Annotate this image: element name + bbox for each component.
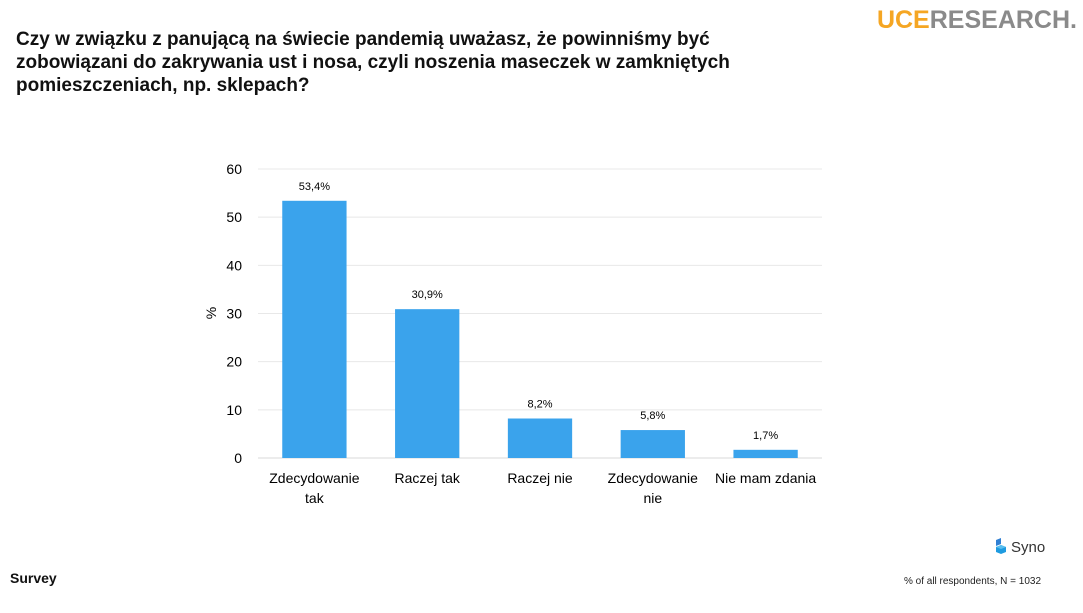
grid-lines [258,168,822,459]
y-tick-label: 10 [226,402,242,418]
bar [620,430,685,458]
footer-note: % of all respondents, N = 1032 [903,576,1041,587]
y-axis-label: % [203,307,219,319]
x-tick-label: Nie mam zdania [715,470,816,486]
logo-research: RESEARCH. [929,6,1077,34]
y-axis-ticks: 0 10 20 30 40 50 60 [226,161,242,466]
bar [395,309,460,458]
data-label: 30,9% [412,289,443,301]
uce-research-logo: UCERESEARCH. [877,6,1077,35]
bar [507,418,573,458]
data-label: 8,2% [527,399,552,411]
footer-survey-label: Survey [10,570,57,586]
y-tick-label: 20 [226,354,242,370]
logo-uce: UCE [876,6,930,34]
y-tick-label: 50 [226,209,242,225]
syno-mark-icon [996,538,1006,554]
bar [282,200,347,459]
page-title: Czy w związku z panującą na świecie pand… [16,29,730,96]
y-tick-label: 40 [226,257,242,273]
bar [733,449,798,458]
x-tick-label: Zdecydowanie nie [608,470,698,506]
x-axis-categories: Zdecydowanie tak Raczej tak Raczej nie Zdecy… [269,470,816,506]
x-tick-label: Raczej tak [395,470,461,486]
y-tick-label: 30 [226,306,242,322]
data-labels: 53,4% 30,9% 8,2% 5,8% 1,7% [299,181,779,442]
data-label: 1,7% [753,430,778,442]
x-tick-label: Raczej nie [507,470,573,486]
data-label: 5,8% [640,410,665,422]
bars [282,200,798,459]
data-label: 53,4% [299,181,330,193]
syno-text: Syno [1011,538,1046,556]
syno-logo: Syno [994,538,1045,556]
y-tick-label: 0 [234,450,242,466]
y-tick-label: 60 [226,161,242,177]
x-tick-label: Zdecydowanie tak [269,470,359,506]
